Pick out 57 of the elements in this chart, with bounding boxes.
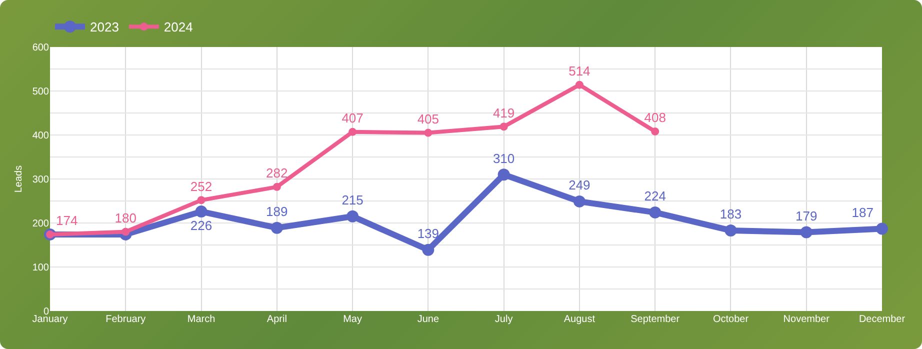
data-label: 174 — [56, 213, 78, 228]
data-label: 215 — [342, 192, 364, 208]
data-label: 139 — [417, 226, 440, 242]
point — [724, 224, 737, 236]
y-tick-label: 200 — [32, 218, 50, 230]
y-tick-label: 300 — [32, 174, 50, 186]
point — [800, 226, 812, 238]
point — [500, 122, 508, 131]
point — [651, 127, 660, 136]
data-label: 282 — [266, 166, 288, 181]
y-tick-label: 400 — [32, 130, 50, 142]
x-tick-label: July — [494, 314, 513, 325]
data-label: 407 — [342, 110, 364, 126]
x-tick-label: August — [564, 314, 596, 325]
x-tick-label: October — [712, 314, 750, 325]
x-tick-label: November — [783, 314, 830, 325]
y-tick-label: 500 — [32, 86, 50, 98]
x-tick-label: September — [630, 314, 680, 325]
data-label: 249 — [568, 178, 590, 193]
point — [649, 206, 662, 218]
point — [348, 128, 357, 136]
x-tick-label: February — [106, 314, 146, 325]
legend-label: 2023 — [90, 20, 119, 35]
point — [422, 244, 434, 256]
data-label: 180 — [114, 210, 136, 226]
data-label: 226 — [190, 218, 212, 233]
x-tick-label: December — [858, 314, 906, 325]
point — [270, 222, 283, 234]
data-label: 419 — [492, 105, 515, 120]
y-axis-title: Leads — [13, 165, 24, 193]
x-tick-label: June — [417, 314, 440, 325]
data-label: 224 — [644, 188, 666, 204]
x-tick-label: March — [187, 314, 216, 325]
point — [197, 196, 206, 204]
y-tick-label: 600 — [32, 42, 50, 54]
point — [195, 206, 208, 218]
data-label: 514 — [568, 64, 590, 79]
y-tick-label: 100 — [32, 262, 50, 274]
point — [573, 195, 586, 208]
point — [575, 80, 584, 89]
point — [876, 222, 888, 235]
x-tick-label: May — [343, 314, 362, 325]
data-label: 408 — [644, 110, 666, 126]
data-label: 252 — [190, 178, 212, 194]
point — [346, 210, 359, 222]
point — [498, 168, 510, 181]
x-tick-label: April — [266, 314, 287, 325]
point — [272, 182, 281, 191]
data-label: 405 — [417, 112, 440, 127]
data-label: 187 — [852, 204, 874, 220]
point — [122, 228, 130, 236]
data-label: 189 — [266, 204, 288, 220]
point — [424, 128, 432, 137]
data-label: 310 — [492, 150, 515, 166]
data-label: 183 — [720, 206, 742, 222]
legend-label: 2024 — [164, 20, 193, 35]
data-label: 179 — [796, 208, 818, 224]
